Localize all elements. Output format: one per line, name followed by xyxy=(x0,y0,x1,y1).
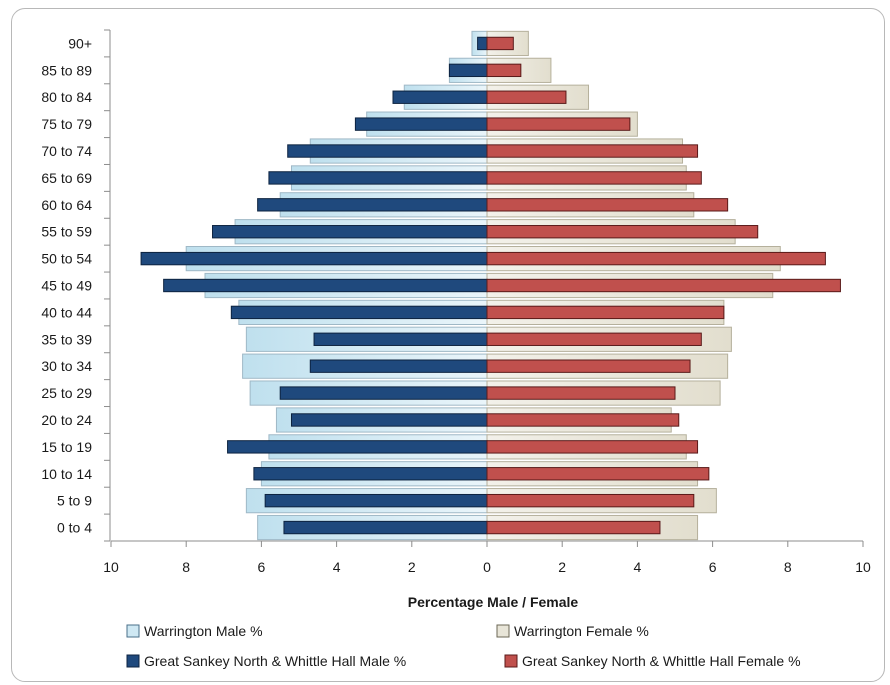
y-tick-label-20-to-24: 20 to 24 xyxy=(41,412,92,428)
bar-great-sankey-north-whittle-hall-male-30-to-34 xyxy=(309,359,488,373)
legend-item-warrington-male[interactable]: Warrington Male % xyxy=(126,623,263,639)
bar-great-sankey-north-whittle-hall-female-75-to-79 xyxy=(486,117,631,131)
x-tick-label: 0 xyxy=(483,559,491,575)
bar-great-sankey-north-whittle-hall-male-40-to-44 xyxy=(230,305,488,320)
legend-label-ward-male: Great Sankey North & Whittle Hall Male % xyxy=(144,653,406,669)
x-tick-label: 8 xyxy=(182,559,190,575)
y-tick-labels: 0 to 4 5 to 9 10 to 14 15 to 19 20 to 24 25 t… xyxy=(41,35,92,535)
bar-great-sankey-north-whittle-hall-female-45-to-49 xyxy=(486,278,841,293)
y-tick-label-50-to-54: 50 to 54 xyxy=(41,251,92,267)
x-tick-label: 2 xyxy=(408,559,416,575)
y-tick-label-0-to-4: 0 to 4 xyxy=(57,520,92,536)
legend-label-warrington-male: Warrington Male % xyxy=(144,623,263,639)
bar-great-sankey-north-whittle-hall-female-20-to-24 xyxy=(486,413,680,427)
legend: Warrington Male % Warrington Female % Gr… xyxy=(126,623,801,669)
bar-great-sankey-north-whittle-hall-male-45-to-49 xyxy=(163,278,488,293)
bar-great-sankey-north-whittle-hall-female-35-to-39 xyxy=(486,332,702,346)
bar-great-sankey-north-whittle-hall-female-60-to-64 xyxy=(486,198,729,212)
y-tick-label-65-to-69: 65 to 69 xyxy=(41,170,92,186)
y-tick-label-10-to-14: 10 to 14 xyxy=(41,466,92,482)
y-tick-label-80-to-84: 80 to 84 xyxy=(41,89,92,105)
y-tick-label-75-to-79: 75 to 79 xyxy=(41,116,92,132)
bar-great-sankey-north-whittle-hall-male-75-to-79 xyxy=(354,117,488,131)
bar-great-sankey-north-whittle-hall-male-15-to-19 xyxy=(227,440,488,454)
bar-great-sankey-north-whittle-hall-female-40-to-44 xyxy=(486,305,725,320)
bar-great-sankey-north-whittle-hall-male-85-to-89 xyxy=(448,63,488,78)
bar-great-sankey-north-whittle-hall-female-25-to-29 xyxy=(486,386,676,400)
bar-great-sankey-north-whittle-hall-female-55-to-59 xyxy=(486,225,759,239)
bar-great-sankey-north-whittle-hall-male-10-to-14 xyxy=(253,467,488,481)
bar-great-sankey-north-whittle-hall-male-60-to-64 xyxy=(257,198,488,212)
legend-label-ward-female: Great Sankey North & Whittle Hall Female… xyxy=(522,653,801,669)
bar-great-sankey-north-whittle-hall-male-65-to-69 xyxy=(268,171,488,185)
legend-swatch-warrington-male xyxy=(126,624,140,638)
y-tick-label-60-to-64: 60 to 64 xyxy=(41,197,92,213)
legend-swatch-warrington-female xyxy=(496,624,510,638)
bar-great-sankey-north-whittle-hall-male-90 xyxy=(477,36,488,51)
legend-item-ward-male[interactable]: Great Sankey North & Whittle Hall Male % xyxy=(126,653,406,669)
y-tick-label-30-to-34: 30 to 34 xyxy=(41,358,92,374)
y-tick-label-45-to-49: 45 to 49 xyxy=(41,278,92,294)
x-axis-title: Percentage Male / Female xyxy=(408,594,579,610)
bar-great-sankey-north-whittle-hall-female-80-to-84 xyxy=(486,90,567,104)
x-tick-label: 8 xyxy=(784,559,792,575)
bar-great-sankey-north-whittle-hall-male-20-to-24 xyxy=(290,413,488,427)
legend-item-ward-female[interactable]: Great Sankey North & Whittle Hall Female… xyxy=(504,653,801,669)
x-tick-label: 6 xyxy=(258,559,266,575)
bar-great-sankey-north-whittle-hall-female-10-to-14 xyxy=(486,467,710,481)
y-tick-label-90: 90+ xyxy=(68,35,92,51)
legend-label-warrington-female: Warrington Female % xyxy=(514,623,649,639)
x-tick-label: 2 xyxy=(558,559,566,575)
bar-great-sankey-north-whittle-hall-female-50-to-54 xyxy=(486,251,826,266)
y-tick-label-35-to-39: 35 to 39 xyxy=(41,331,92,347)
bar-great-sankey-north-whittle-hall-male-55-to-59 xyxy=(212,225,488,239)
x-tick-labels: 10 8 6 4 2 0 2 4 6 8 10 xyxy=(103,559,871,575)
y-tick-label-5-to-9: 5 to 9 xyxy=(57,493,92,509)
y-tick-label-55-to-59: 55 to 59 xyxy=(41,224,92,240)
legend-swatch-ward-female xyxy=(504,654,518,668)
bar-great-sankey-north-whittle-hall-male-35-to-39 xyxy=(313,332,488,346)
x-tick-marks xyxy=(110,541,864,547)
y-tick-marks xyxy=(104,29,110,542)
bar-great-sankey-north-whittle-hall-female-5-to-9 xyxy=(486,493,695,508)
y-tick-label-40-to-44: 40 to 44 xyxy=(41,304,92,320)
bar-great-sankey-north-whittle-hall-male-25-to-29 xyxy=(279,386,488,400)
bar-great-sankey-north-whittle-hall-male-80-to-84 xyxy=(392,90,488,104)
ward-bars xyxy=(140,36,841,535)
bar-great-sankey-north-whittle-hall-female-0-to-4 xyxy=(486,520,661,535)
x-tick-label: 4 xyxy=(333,559,341,575)
bar-great-sankey-north-whittle-hall-female-70-to-74 xyxy=(486,144,699,158)
bar-great-sankey-north-whittle-hall-female-65-to-69 xyxy=(486,171,702,185)
bar-great-sankey-north-whittle-hall-female-90 xyxy=(486,36,514,51)
bar-great-sankey-north-whittle-hall-female-15-to-19 xyxy=(486,440,699,454)
x-tick-label: 10 xyxy=(855,559,871,575)
bar-great-sankey-north-whittle-hall-male-50-to-54 xyxy=(140,251,488,266)
legend-item-warrington-female[interactable]: Warrington Female % xyxy=(496,623,649,639)
bar-great-sankey-north-whittle-hall-female-30-to-34 xyxy=(486,359,691,373)
y-tick-label-70-to-74: 70 to 74 xyxy=(41,143,92,159)
y-tick-label-25-to-29: 25 to 29 xyxy=(41,385,92,401)
bar-great-sankey-north-whittle-hall-male-70-to-74 xyxy=(287,144,488,158)
x-tick-label: 6 xyxy=(709,559,717,575)
legend-swatch-ward-male xyxy=(126,654,140,668)
y-tick-label-85-to-89: 85 to 89 xyxy=(41,62,92,78)
y-tick-label-15-to-19: 15 to 19 xyxy=(41,439,92,455)
x-tick-label: 4 xyxy=(634,559,642,575)
x-tick-label: 10 xyxy=(103,559,119,575)
bar-great-sankey-north-whittle-hall-male-5-to-9 xyxy=(264,493,488,508)
bar-great-sankey-north-whittle-hall-male-0-to-4 xyxy=(283,520,488,535)
bar-great-sankey-north-whittle-hall-female-85-to-89 xyxy=(486,63,522,78)
